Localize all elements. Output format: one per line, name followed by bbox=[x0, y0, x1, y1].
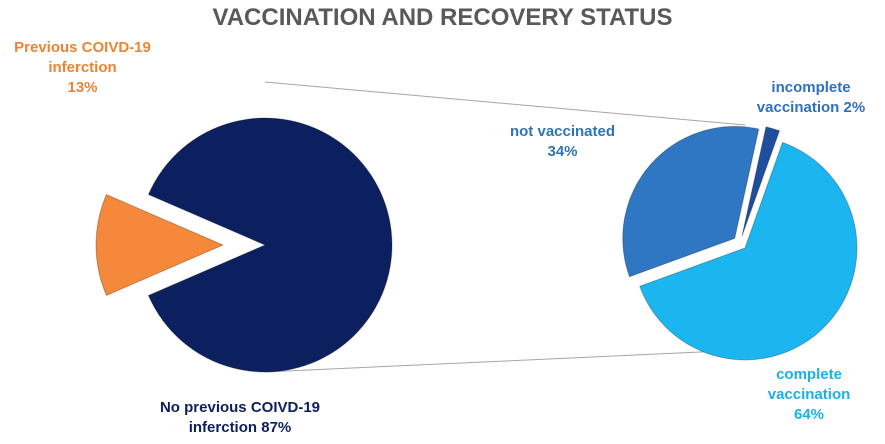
data-label: Previous COIVD-19 inferction 13% bbox=[0, 38, 165, 98]
data-label: incomplete vaccination 2% bbox=[740, 78, 882, 118]
pie-slice bbox=[147, 117, 393, 373]
data-label: not vaccinated 34% bbox=[500, 122, 625, 162]
chart-title: VACCINATION AND RECOVERY STATUS bbox=[212, 4, 673, 31]
connector-line bbox=[264, 81, 746, 126]
value-label: 2% bbox=[843, 99, 866, 116]
category-label: not vaccinated bbox=[509, 123, 616, 140]
category-label: Previous COIVD-19 inferction bbox=[14, 39, 151, 76]
pie-slice bbox=[95, 193, 225, 297]
value-label: 87% bbox=[261, 419, 292, 436]
category-label: incomplete vaccination bbox=[756, 79, 851, 116]
pie-slice bbox=[622, 125, 760, 278]
category-label: No previous COIVD-19 inferction bbox=[159, 399, 321, 436]
data-label: No previous COIVD-19 inferction 87% bbox=[150, 398, 330, 438]
value-label: 34% bbox=[547, 143, 578, 160]
pie-slice bbox=[741, 126, 781, 237]
connector-line bbox=[264, 349, 746, 373]
value-label: 13% bbox=[67, 79, 98, 96]
pie-slice bbox=[639, 141, 858, 361]
value-label: 64% bbox=[793, 406, 825, 423]
data-label: complete vaccination 64% bbox=[735, 365, 883, 425]
category-label: complete vaccination bbox=[767, 366, 851, 403]
